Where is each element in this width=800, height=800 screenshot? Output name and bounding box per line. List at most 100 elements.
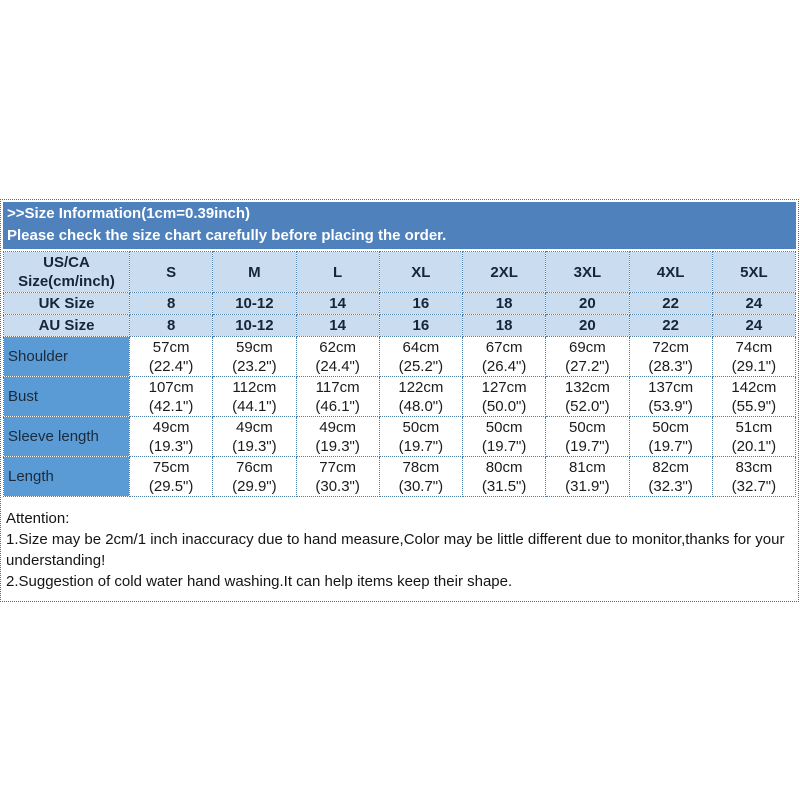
header-bar: >>Size Information(1cm=0.39inch) Please … — [3, 202, 796, 249]
size-header-4xl: 4XL — [628, 251, 713, 293]
measure-cell: 50cm (19.7") — [378, 416, 464, 457]
measure-cell: 67cm (26.4") — [461, 336, 547, 377]
cm-value: 50cm — [402, 418, 440, 436]
inch-value: (29.9") — [232, 477, 277, 495]
au-size-cell: 16 — [378, 314, 464, 337]
inch-value: (26.4") — [481, 357, 527, 375]
cm-value: 62cm — [319, 338, 356, 356]
cm-value: 132cm — [564, 378, 610, 396]
inch-value: (32.7") — [731, 477, 777, 495]
size-header-l: L — [295, 251, 380, 293]
shoulder-label: Shoulder — [3, 336, 130, 377]
au-size-cell: 24 — [711, 314, 797, 337]
measure-cell: 51cm (20.1") — [711, 416, 797, 457]
au-size-row: AU Size 8 10-12 14 16 18 20 22 24 — [3, 314, 797, 337]
measure-cell: 82cm (32.3") — [628, 456, 713, 497]
au-size-cell: 8 — [128, 314, 214, 337]
attention-note-2: 2.Suggestion of cold water hand washing.… — [6, 573, 513, 590]
cm-value: 75cm — [152, 458, 190, 476]
uk-size-cell: 18 — [461, 292, 547, 315]
length-label: Length — [3, 456, 130, 497]
bust-row: Bust 107cm (42.1") 112cm (44.1") 117cm (46.… — [3, 376, 797, 417]
inch-value: (19.7") — [648, 437, 693, 455]
measure-cell: 137cm (53.9") — [628, 376, 713, 417]
cm-value: 117cm — [315, 378, 360, 396]
au-size-cell: 22 — [628, 314, 713, 337]
table-header-row: US/CA Size(cm/inch) S M L XL 2XL 3XL 4XL… — [3, 251, 797, 293]
measure-cell: 142cm (55.9") — [711, 376, 797, 417]
measure-cell: 50cm (19.7") — [461, 416, 547, 457]
measure-cell: 64cm (25.2") — [378, 336, 464, 377]
attention-note-1: 1.Size may be 2cm/1 inch inaccuracy due … — [6, 531, 785, 569]
inch-value: (28.3") — [648, 357, 693, 375]
bust-label: Bust — [3, 376, 130, 417]
au-size-cell: 20 — [545, 314, 630, 337]
inch-value: (42.1") — [148, 397, 194, 415]
uk-size-cell: 8 — [128, 292, 214, 315]
size-header-5xl: 5XL — [711, 251, 797, 293]
cm-value: 112cm — [232, 378, 277, 396]
inch-value: (19.7") — [565, 437, 610, 455]
cm-value: 137cm — [648, 378, 694, 396]
shoulder-row: Shoulder 57cm (22.4") 59cm (23.2") 62cm (24… — [3, 336, 797, 377]
sleeve-length-row: Sleeve length 49cm (19.3") 49cm (19.3") 49… — [3, 416, 797, 457]
inch-value: (53.9") — [648, 397, 693, 415]
inch-value: (55.9") — [731, 397, 777, 415]
au-size-cell: 18 — [461, 314, 547, 337]
cm-value: 59cm — [236, 338, 273, 356]
cm-value: 142cm — [731, 378, 777, 396]
cm-value: 78cm — [402, 458, 440, 476]
inch-value: (19.7") — [398, 437, 444, 455]
inch-value: (23.2") — [232, 357, 277, 375]
attention-section: Attention: 1.Size may be 2cm/1 inch inac… — [3, 497, 796, 601]
measure-cell: 76cm (29.9") — [212, 456, 297, 497]
uk-size-cell: 16 — [378, 292, 464, 315]
measure-cell: 78cm (30.7") — [378, 456, 464, 497]
size-chart-panel: >>Size Information(1cm=0.39inch) Please … — [0, 199, 799, 602]
cm-value: 77cm — [319, 458, 356, 476]
cm-value: 122cm — [398, 378, 444, 396]
inch-value: (29.5") — [148, 477, 194, 495]
measure-cell: 127cm (50.0") — [461, 376, 547, 417]
cm-value: 72cm — [652, 338, 689, 356]
inch-value: (19.3") — [315, 437, 360, 455]
size-check-notice: Please check the size chart carefully be… — [7, 227, 447, 244]
inch-value: (30.3") — [315, 477, 360, 495]
size-header-s: S — [128, 251, 214, 293]
cm-value: 49cm — [152, 418, 190, 436]
measure-cell: 83cm (32.7") — [711, 456, 797, 497]
inch-value: (19.3") — [232, 437, 277, 455]
au-size-cell: 10-12 — [212, 314, 297, 337]
inch-value: (27.2") — [565, 357, 610, 375]
inch-value: (24.4") — [315, 357, 360, 375]
inch-value: (44.1") — [232, 397, 277, 415]
measure-cell: 77cm (30.3") — [295, 456, 380, 497]
uk-size-cell: 20 — [545, 292, 630, 315]
measure-cell: 49cm (19.3") — [128, 416, 214, 457]
inch-value: (19.7") — [481, 437, 527, 455]
length-row: Length 75cm (29.5") 76cm (29.9") 77cm (30.3… — [3, 456, 797, 497]
uk-size-cell: 10-12 — [212, 292, 297, 315]
cm-value: 82cm — [652, 458, 689, 476]
size-header-xl: XL — [378, 251, 464, 293]
inch-value: (32.3") — [648, 477, 693, 495]
measure-cell: 62cm (24.4") — [295, 336, 380, 377]
inch-value: (52.0") — [565, 397, 610, 415]
size-header-3xl: 3XL — [545, 251, 630, 293]
cm-value: 76cm — [236, 458, 273, 476]
measure-cell: 132cm (52.0") — [545, 376, 630, 417]
size-header-2xl: 2XL — [461, 251, 547, 293]
cm-value: 49cm — [236, 418, 273, 436]
measure-cell: 107cm (42.1") — [128, 376, 214, 417]
au-size-cell: 14 — [295, 314, 380, 337]
cm-value: 64cm — [402, 338, 440, 356]
uk-size-cell: 24 — [711, 292, 797, 315]
cm-value: 127cm — [481, 378, 527, 396]
inch-value: (31.5") — [481, 477, 527, 495]
measure-cell: 72cm (28.3") — [628, 336, 713, 377]
measure-cell: 49cm (19.3") — [212, 416, 297, 457]
measure-cell: 122cm (48.0") — [378, 376, 464, 417]
cm-value: 67cm — [485, 338, 523, 356]
uk-size-cell: 14 — [295, 292, 380, 315]
cm-value: 107cm — [148, 378, 194, 396]
